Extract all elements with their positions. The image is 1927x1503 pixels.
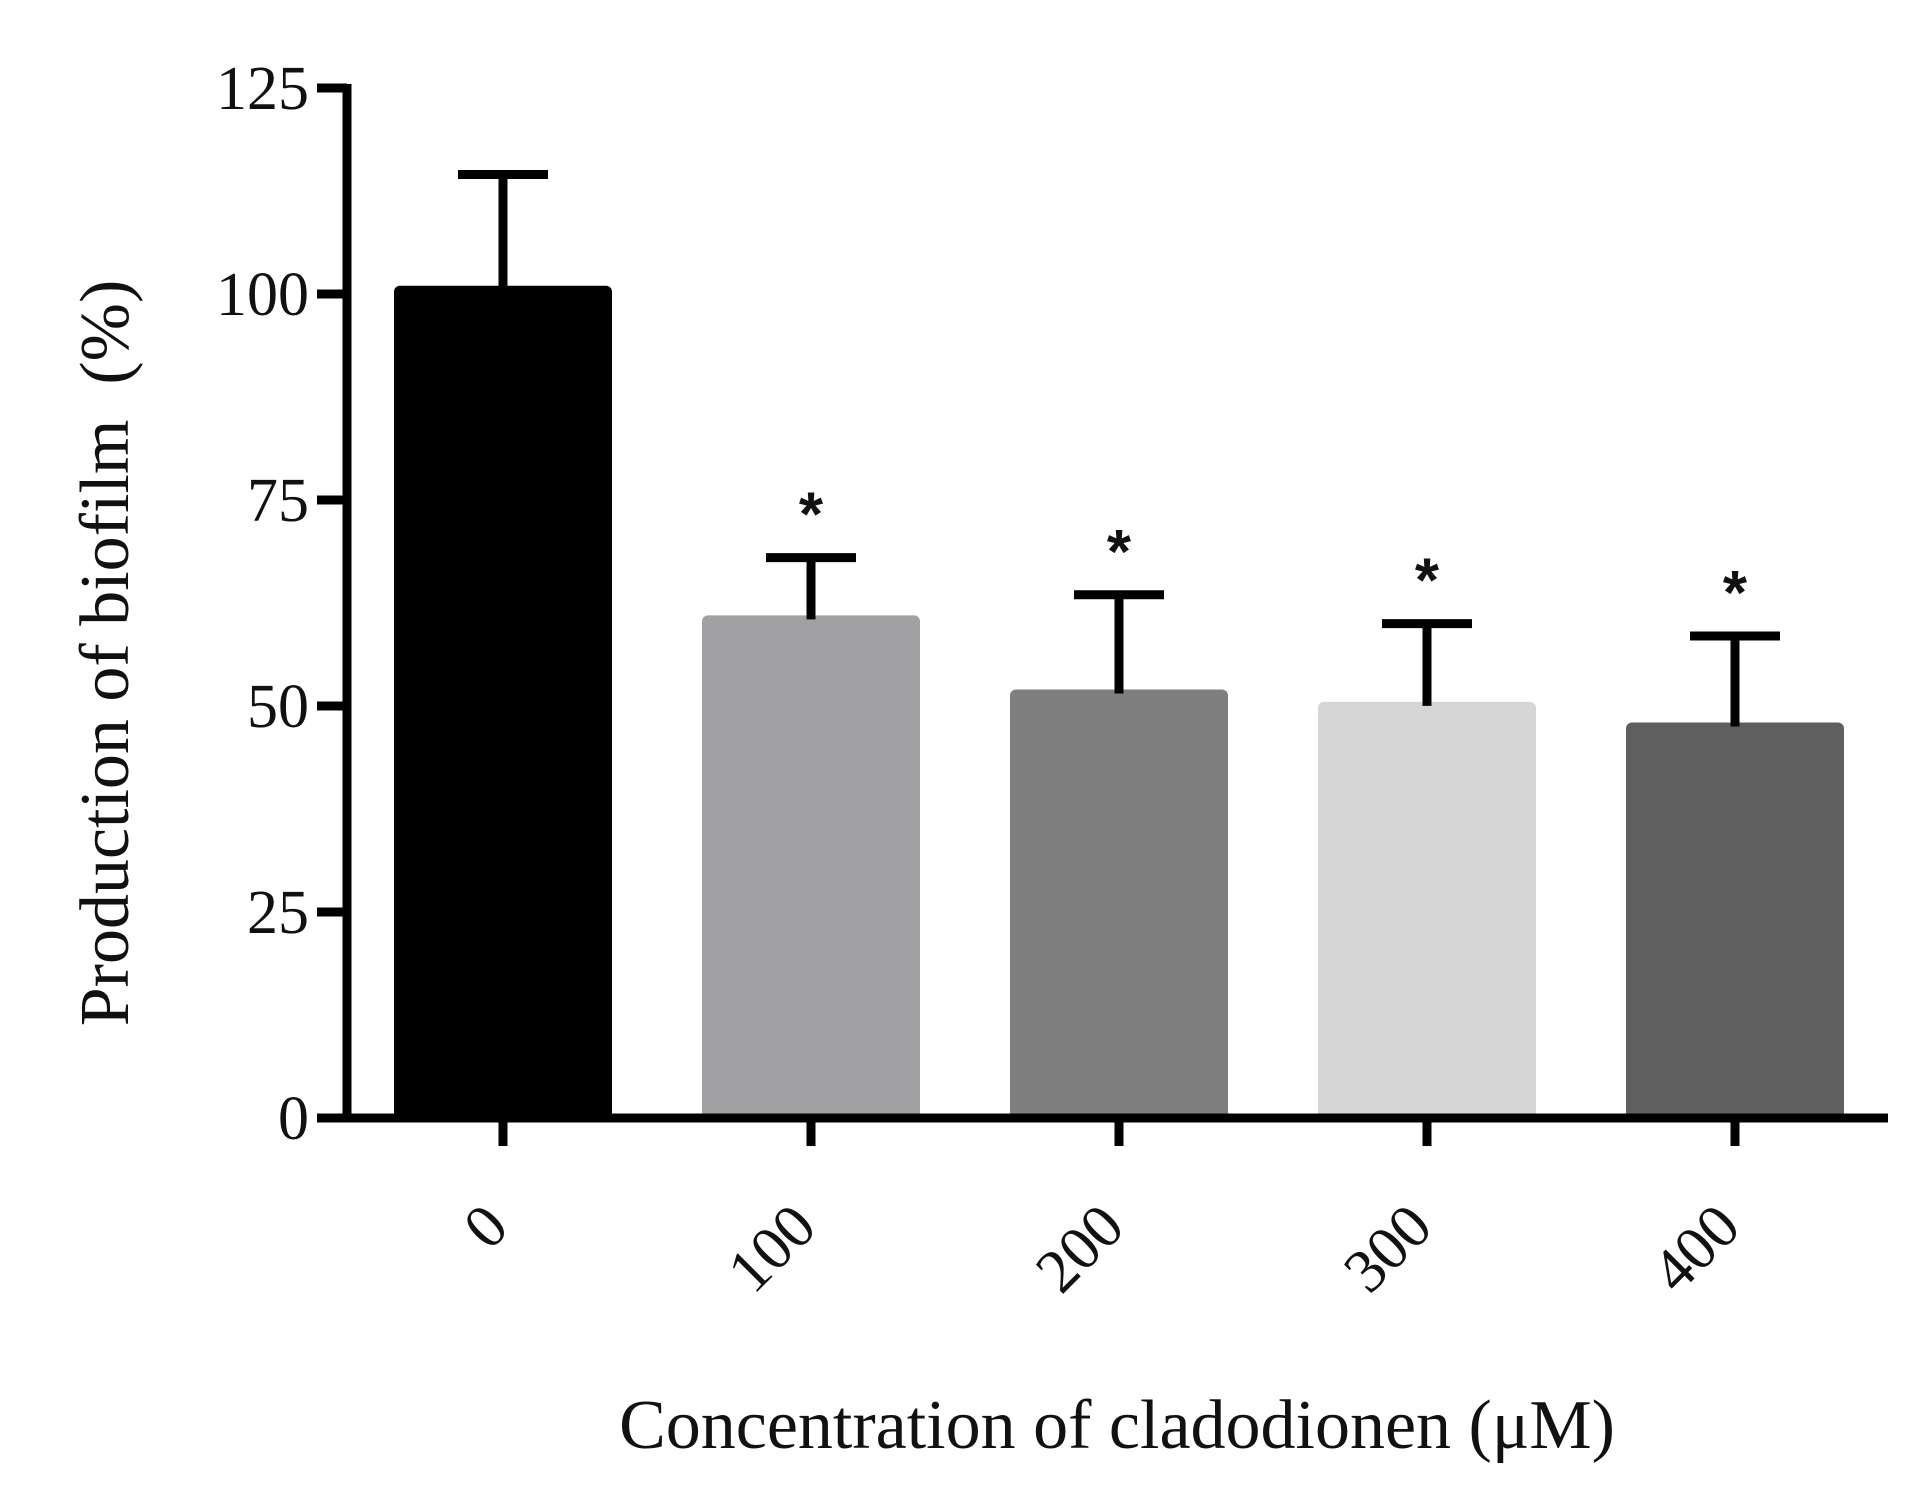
y-ticks-layer: 0 25 50 75 100 125 [216, 55, 347, 1153]
significance-marker-400: * [1723, 559, 1748, 628]
y-tick-label-25: 25 [247, 879, 309, 947]
y-tick-label-75: 75 [247, 467, 309, 535]
significance-marker-100: * [799, 481, 824, 550]
y-tick-label-125: 125 [216, 55, 309, 123]
x-tick-label-300: 300 [1331, 1192, 1445, 1306]
x-ticks-layer: 0 100 200 300 400 [451, 1118, 1753, 1306]
y-axis-title: Production of biofilm (%) [67, 280, 144, 1027]
x-tick-label-200: 200 [1023, 1192, 1137, 1306]
significance-layer: * * * * [799, 481, 1748, 628]
x-axis-title: Concentration of cladodionen (μM) [619, 1387, 1615, 1464]
bar-0 [394, 285, 612, 1118]
y-tick-label-100: 100 [216, 261, 309, 329]
bar-100 [702, 615, 920, 1118]
significance-marker-300: * [1415, 547, 1440, 616]
bar-200 [1010, 689, 1228, 1118]
y-tick-label-0: 0 [278, 1085, 309, 1153]
y-tick-label-50: 50 [247, 673, 309, 741]
significance-marker-200: * [1107, 518, 1132, 587]
x-tick-label-100: 100 [715, 1192, 829, 1306]
bars-layer [394, 285, 1844, 1118]
error-bars-layer [458, 170, 1780, 727]
bar-300 [1318, 701, 1536, 1118]
x-tick-label-400: 400 [1639, 1192, 1753, 1306]
x-tick-label-0: 0 [451, 1192, 521, 1262]
bar-400 [1626, 722, 1844, 1118]
